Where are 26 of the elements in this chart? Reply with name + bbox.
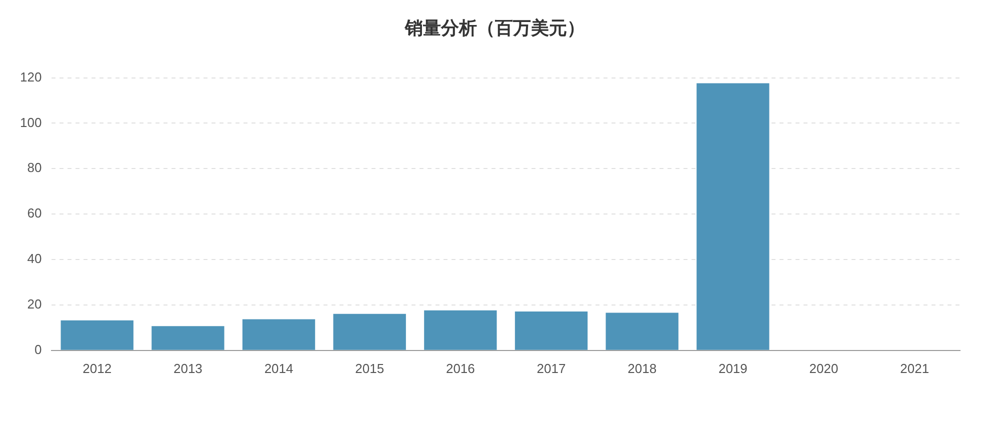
x-tick-label: 2017: [536, 360, 566, 376]
bar: [514, 312, 588, 350]
bar: [333, 314, 406, 350]
bar: [424, 310, 497, 350]
x-tick-label: 2013: [173, 360, 202, 376]
y-tick-label: 0: [34, 342, 42, 357]
x-tick-label: 2014: [264, 360, 294, 376]
bar: [696, 83, 770, 350]
x-tick-label: 2019: [718, 360, 748, 376]
x-tick-label: 2020: [809, 360, 838, 376]
y-tick-label: 100: [20, 114, 42, 130]
y-tick-label: 40: [27, 251, 42, 266]
bar: [152, 326, 224, 350]
y-tick-label: 80: [27, 160, 42, 176]
x-tick-label: 2012: [82, 360, 112, 376]
y-tick-label: 20: [27, 296, 42, 312]
y-tick-label: 60: [27, 206, 42, 221]
y-tick-label: 120: [20, 69, 42, 84]
bar: [242, 319, 316, 350]
bar: [60, 320, 134, 350]
chart-title: 销量分析（百万美元）: [404, 17, 586, 40]
bar: [606, 312, 678, 350]
x-tick-label: 2016: [446, 360, 475, 376]
x-tick-label: 2018: [628, 360, 657, 376]
x-tick-label: 2021: [900, 360, 930, 376]
x-tick-label: 2015: [355, 360, 384, 376]
